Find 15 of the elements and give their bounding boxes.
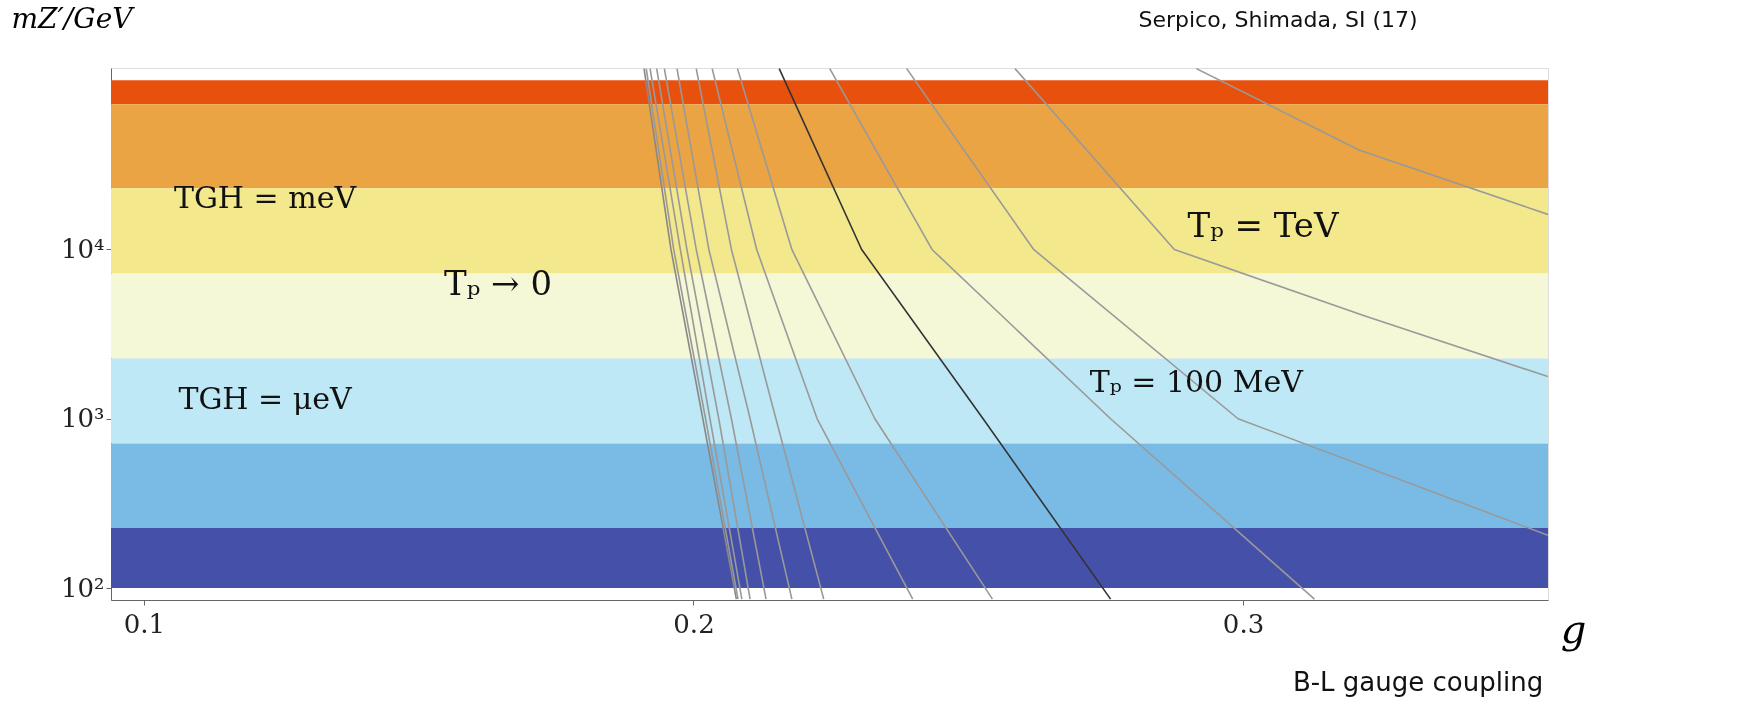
annotation: Tₚ → 0 xyxy=(443,263,553,303)
x-tick-label: 0.3 xyxy=(1222,608,1265,639)
x-axis-title: g xyxy=(1560,605,1587,652)
text: Serpico, Shimada, SI (17) xyxy=(1138,7,1418,32)
annotation: Tₚ = 100 MeV xyxy=(1089,363,1305,399)
y-tick-label: 10³ xyxy=(60,403,105,434)
y-tick-label: 10² xyxy=(60,572,105,603)
text: B-L gauge coupling xyxy=(1292,667,1544,697)
annotation: Tₚ = TeV xyxy=(1187,205,1340,245)
annotation: TGH = meV xyxy=(173,180,358,215)
annotation: TGH = μeV xyxy=(178,381,353,416)
x-tick-label: 0.2 xyxy=(673,608,715,639)
y-axis-title: mZ′/GeV xyxy=(11,1,136,35)
y-tick-label: 10⁴ xyxy=(60,233,105,264)
x-tick-label: 0.1 xyxy=(123,608,166,639)
